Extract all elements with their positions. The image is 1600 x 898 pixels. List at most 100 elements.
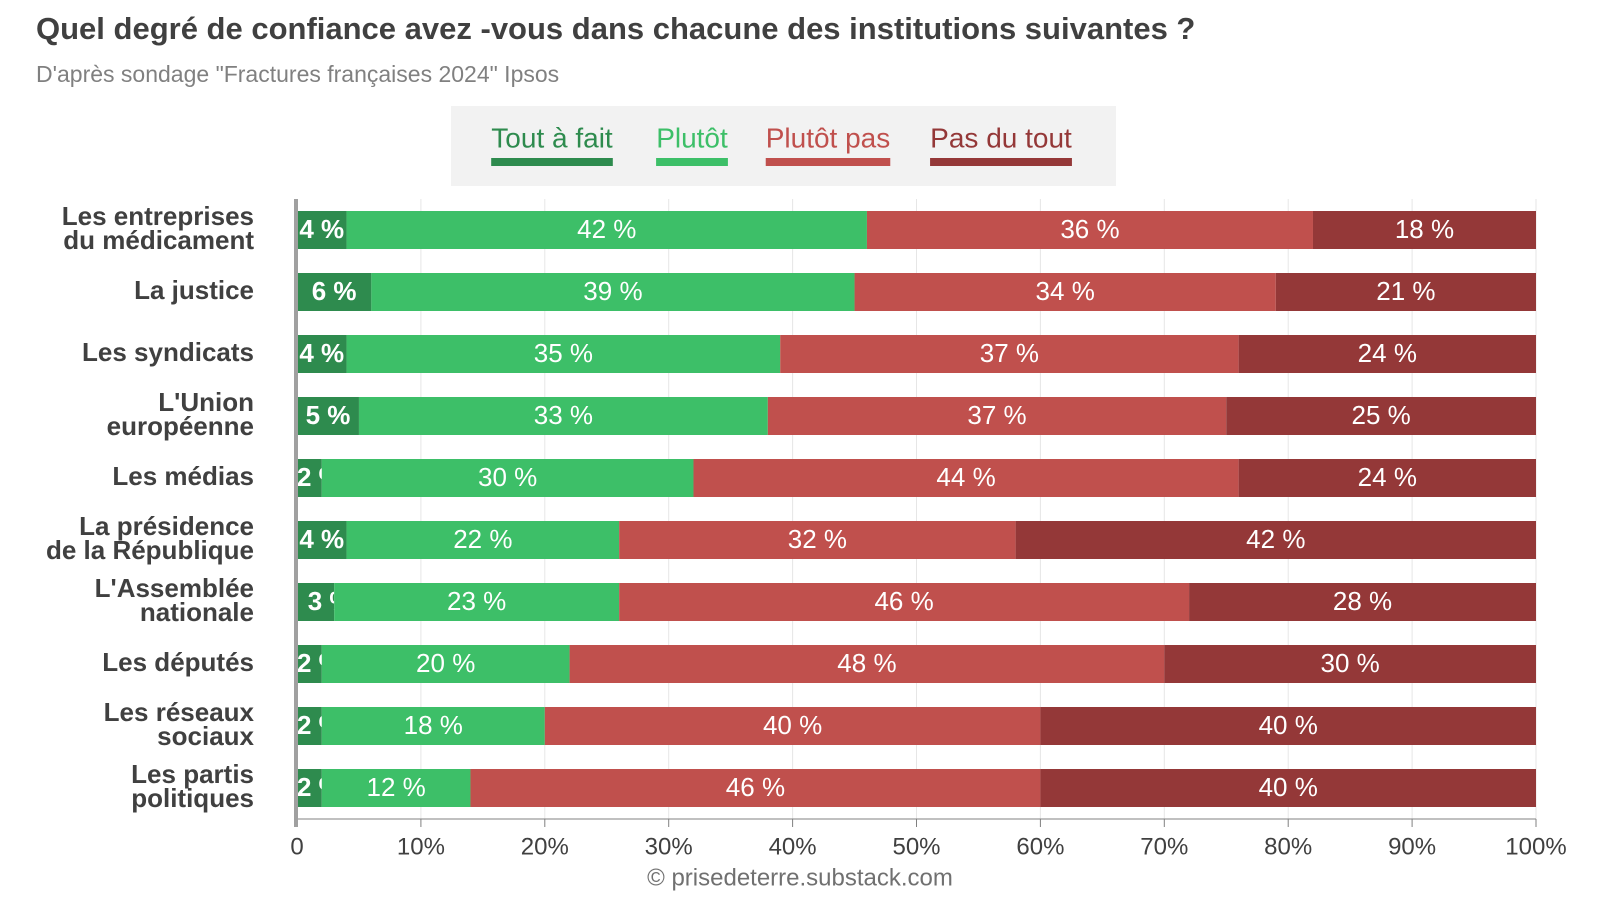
bar-segment bbox=[297, 273, 372, 311]
value-label: 30 % bbox=[1321, 648, 1380, 678]
bar-segment bbox=[297, 769, 322, 807]
value-label: 6 % bbox=[312, 276, 357, 306]
value-label: 23 % bbox=[447, 586, 506, 616]
bar-segment bbox=[334, 583, 620, 621]
value-label: 4 % bbox=[299, 524, 344, 554]
legend-box bbox=[451, 106, 1116, 186]
x-tick-label: 40% bbox=[769, 833, 817, 860]
value-label: 40 % bbox=[1259, 772, 1318, 802]
bar-segment bbox=[1189, 583, 1536, 621]
value-label: 35 % bbox=[534, 338, 593, 368]
bar-segment bbox=[569, 645, 1165, 683]
value-label: 18 % bbox=[404, 710, 463, 740]
value-label: 4 % bbox=[299, 214, 344, 244]
value-label: 48 % bbox=[837, 648, 896, 678]
bar-segment bbox=[346, 335, 781, 373]
value-label: 32 % bbox=[788, 524, 847, 554]
value-label: 44 % bbox=[936, 462, 995, 492]
value-label: 24 % bbox=[1358, 462, 1417, 492]
value-label: 40 % bbox=[1259, 710, 1318, 740]
value-label: 33 % bbox=[534, 400, 593, 430]
bar-segment bbox=[1226, 397, 1536, 435]
legend-swatch bbox=[930, 158, 1072, 166]
bar-segment bbox=[1238, 335, 1536, 373]
bar-segment bbox=[297, 459, 322, 497]
x-tick-label: 10% bbox=[397, 833, 445, 860]
bar-segment bbox=[767, 397, 1227, 435]
legend-swatch bbox=[765, 158, 891, 166]
bar-segment bbox=[297, 645, 322, 683]
value-label: 34 % bbox=[1036, 276, 1095, 306]
bar-segment bbox=[619, 521, 1016, 559]
chart-title: Quel degré de confiance avez -vous dans … bbox=[36, 11, 1195, 46]
value-label: 42 % bbox=[577, 214, 636, 244]
bar-segment bbox=[1015, 521, 1536, 559]
y-tick-label: Les partis politiques bbox=[131, 759, 254, 813]
value-label: 46 % bbox=[726, 772, 785, 802]
bar-segment bbox=[854, 273, 1276, 311]
y-tick-label: L'Union européenne bbox=[107, 387, 254, 441]
value-label: 39 % bbox=[583, 276, 642, 306]
bar-segment bbox=[321, 769, 471, 807]
bar-segment bbox=[470, 769, 1041, 807]
bar-segment bbox=[346, 521, 620, 559]
y-tick-label: Les syndicats bbox=[82, 337, 254, 367]
chart-subtitle: D'après sondage "Fractures françaises 20… bbox=[36, 61, 559, 87]
bar-segment bbox=[866, 211, 1313, 249]
value-label: 37 % bbox=[967, 400, 1026, 430]
legend-label: Plutôt pas bbox=[766, 122, 891, 153]
x-tick-label: 70% bbox=[1140, 833, 1188, 860]
y-tick-label: La présidence de la République bbox=[46, 511, 254, 565]
value-label: 4 % bbox=[299, 338, 344, 368]
bar-segment bbox=[1275, 273, 1536, 311]
y-tick-label: L'Assemblée nationale bbox=[95, 573, 254, 627]
x-tick-label: 20% bbox=[521, 833, 569, 860]
legend-swatch bbox=[491, 158, 613, 166]
x-tick-label: 100% bbox=[1505, 833, 1566, 860]
bar-segment bbox=[544, 707, 1041, 745]
bar-segment bbox=[1238, 459, 1536, 497]
value-label: 37 % bbox=[980, 338, 1039, 368]
bar-segment bbox=[1040, 769, 1536, 807]
legend-label: Pas du tout bbox=[930, 122, 1072, 153]
bar-segment bbox=[371, 273, 855, 311]
bar-segment bbox=[1312, 211, 1536, 249]
bar-segment bbox=[1040, 707, 1536, 745]
value-label: 18 % bbox=[1395, 214, 1454, 244]
legend-swatch bbox=[656, 158, 728, 166]
value-label: 30 % bbox=[478, 462, 537, 492]
y-tick-label: Les réseaux sociaux bbox=[104, 697, 255, 751]
value-label: 20 % bbox=[416, 648, 475, 678]
bar-segment bbox=[297, 397, 359, 435]
x-tick-label: 50% bbox=[892, 833, 940, 860]
value-label: 42 % bbox=[1246, 524, 1305, 554]
legend-label: Plutôt bbox=[656, 122, 728, 153]
bar-segment bbox=[321, 645, 570, 683]
bar-segment bbox=[297, 521, 347, 559]
bar-segment bbox=[346, 211, 867, 249]
bar-segment bbox=[297, 335, 347, 373]
bar-segment bbox=[358, 397, 768, 435]
bar-segment bbox=[297, 583, 335, 621]
bar-segment bbox=[297, 211, 347, 249]
value-label: 28 % bbox=[1333, 586, 1392, 616]
value-label: 5 % bbox=[306, 400, 351, 430]
bar-segment bbox=[297, 707, 322, 745]
x-tick-label: 90% bbox=[1388, 833, 1436, 860]
bar-segment bbox=[321, 707, 545, 745]
value-label: 12 % bbox=[366, 772, 425, 802]
value-label: 22 % bbox=[453, 524, 512, 554]
y-tick-label: La justice bbox=[134, 275, 254, 305]
value-label: 21 % bbox=[1376, 276, 1435, 306]
bar-segment bbox=[1164, 645, 1536, 683]
credit: © prisedeterre.substack.com bbox=[647, 864, 953, 891]
y-tick-label: Les médias bbox=[112, 461, 254, 491]
bar-segment bbox=[321, 459, 694, 497]
value-label: 25 % bbox=[1351, 400, 1410, 430]
bar-segment bbox=[780, 335, 1239, 373]
x-tick-label: 80% bbox=[1264, 833, 1312, 860]
value-label: 36 % bbox=[1060, 214, 1119, 244]
x-tick-label: 30% bbox=[645, 833, 693, 860]
y-tick-label: Les députés bbox=[102, 647, 254, 677]
